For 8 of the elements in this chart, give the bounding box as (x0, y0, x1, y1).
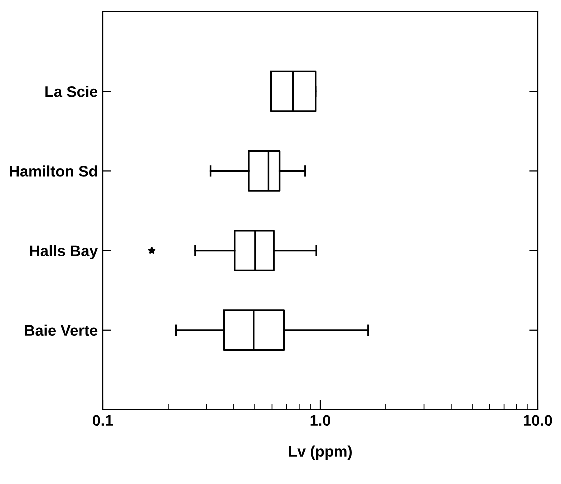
y-tick-label: Halls Bay (30, 245, 98, 260)
x-tick-label: 10.0 (524, 415, 552, 426)
x-tick-label: 1.0 (310, 415, 330, 426)
x-axis-title: Lv (ppm) (289, 446, 352, 460)
y-tick-label: La Scie (46, 86, 98, 98)
x-tick-label: 0.1 (92, 415, 114, 426)
y-tick-label: Baie Verte (25, 324, 98, 336)
y-tick-label: Hamilton Sd (10, 166, 98, 177)
